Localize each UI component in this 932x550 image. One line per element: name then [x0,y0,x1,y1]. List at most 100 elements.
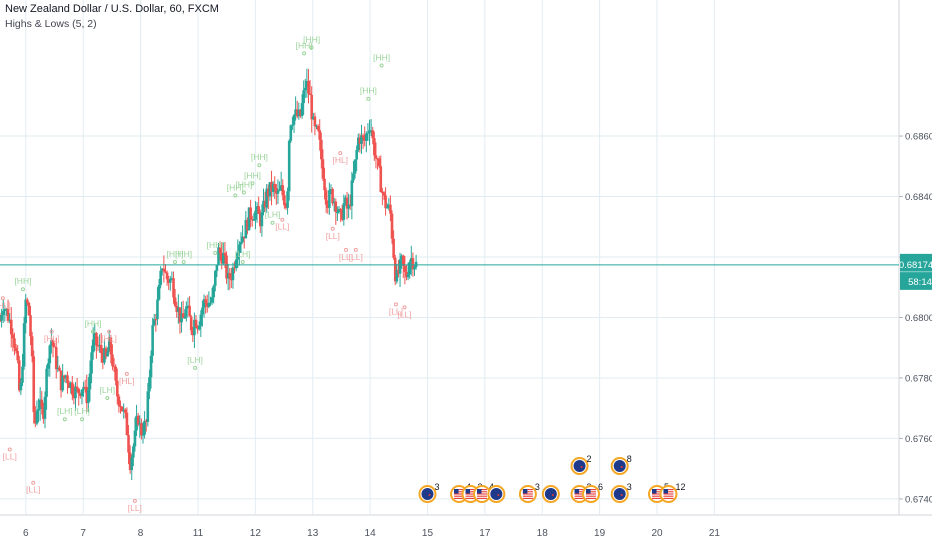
hl-marker-label-17: [HH] [227,182,244,192]
candle-body-188 [300,103,304,117]
hl-marker-19: [HH] [244,170,261,186]
candle-96 [152,313,156,327]
candle-body-80 [127,435,130,453]
event-6[interactable] [541,485,560,503]
hl-marker-27: [LL] [339,247,353,262]
candle-body-253 [405,271,408,278]
hl-marker-label-7: [HH] [84,319,101,329]
candle-body-184 [294,109,297,116]
candle-151 [241,225,244,244]
indicator-legend[interactable]: Highs & Lows (5, 2) [5,18,97,30]
candle-152 [242,236,246,249]
candle-body-118 [188,305,191,317]
candle-173 [276,179,280,204]
last-price-value: 0.68174 [899,260,932,271]
event-4[interactable] [487,485,506,503]
candle-body-239 [382,192,386,196]
nz-flag-icon [613,488,626,500]
hl-marker-label-13: [HH] [175,249,192,259]
event-8[interactable]: 6 [582,482,603,503]
candle-123 [196,324,199,334]
candle-164 [262,188,265,216]
candle-body-13 [19,382,23,391]
candle-38 [59,370,63,398]
candle-body-35 [54,347,58,370]
candle-body-79 [125,412,129,436]
candle-body-68 [107,337,111,352]
nz-flag-icon [421,488,434,500]
candle-body-100 [159,270,162,285]
us-flag-canton [465,489,471,494]
candle-body-245 [392,238,395,258]
candle-77 [122,403,126,419]
event-9[interactable]: 3 [610,482,632,503]
candle-body-243 [389,204,392,214]
hl-marker-24: [HH] [303,34,320,50]
candle-body-34 [53,346,56,348]
candle-184 [294,96,297,121]
candle-body-101 [160,268,164,271]
candle-125 [199,310,203,338]
candle-body-103 [164,271,167,273]
candle-body-16 [24,299,28,324]
candle-49 [77,387,81,406]
candle-body-127 [202,299,206,308]
candle-242 [387,197,391,211]
candle-body-94 [149,355,153,378]
candle-body-51 [80,389,84,397]
candle-body-12 [17,360,21,391]
candle-body-236 [377,158,381,167]
candle-6 [8,313,11,324]
candle-body-119 [189,316,193,331]
candle-165 [263,191,267,212]
candle-168 [268,182,272,201]
candle-body-139 [222,252,225,264]
event-5[interactable]: 3 [518,482,540,503]
candle-72 [114,364,117,386]
candle-body-244 [390,213,394,239]
candle-body-167 [267,188,270,197]
candle-body-98 [156,299,159,320]
hl-marker-dot-29 [366,96,371,101]
candle-67 [106,347,109,357]
event-count-11: 12 [675,482,685,492]
candle-104 [165,270,169,286]
hl-marker-label-1: [LL] [3,451,17,461]
event-12[interactable]: 2 [570,454,592,475]
event-11[interactable]: 12 [659,482,685,503]
economic-events[interactable]: 3424326351228 [418,454,685,503]
candlestick-series[interactable] [0,68,418,480]
time-axis[interactable]: 6 7 8 11 12 13 14 15 17 18 19 20 21 [23,528,720,539]
hl-marker-dot-6 [80,417,85,422]
candle-130 [207,291,211,309]
candle-body-87 [138,423,142,425]
candle-body-96 [152,319,156,326]
event-13[interactable]: 8 [610,454,632,475]
candle-35 [54,337,58,379]
candle-226 [361,133,365,149]
candle-body-208 [332,201,336,204]
candle-body-47 [74,386,77,399]
candle-body-60 [95,332,98,346]
candle-137 [218,241,222,261]
candle-body-33 [51,340,55,347]
candle-body-9 [13,338,16,348]
event-3[interactable]: 4 [472,482,494,503]
candle-252 [403,256,407,285]
candle-body-235 [376,158,379,160]
time-tick-label-4: 12 [250,528,262,539]
candle-70 [111,344,114,371]
candle-body-19 [29,315,32,337]
candle-body-45 [70,382,74,395]
candle-95 [151,317,154,363]
hl-marker-dot-15 [213,250,218,255]
candle-64 [101,347,105,370]
candle-body-168 [268,182,272,197]
candle-172 [275,184,278,205]
time-tick-label-6: 14 [365,528,377,539]
nz-flag-star [428,494,431,496]
hl-marker-5: [LH] [57,406,73,422]
candle-body-22 [34,412,37,424]
event-0[interactable]: 3 [418,482,439,503]
